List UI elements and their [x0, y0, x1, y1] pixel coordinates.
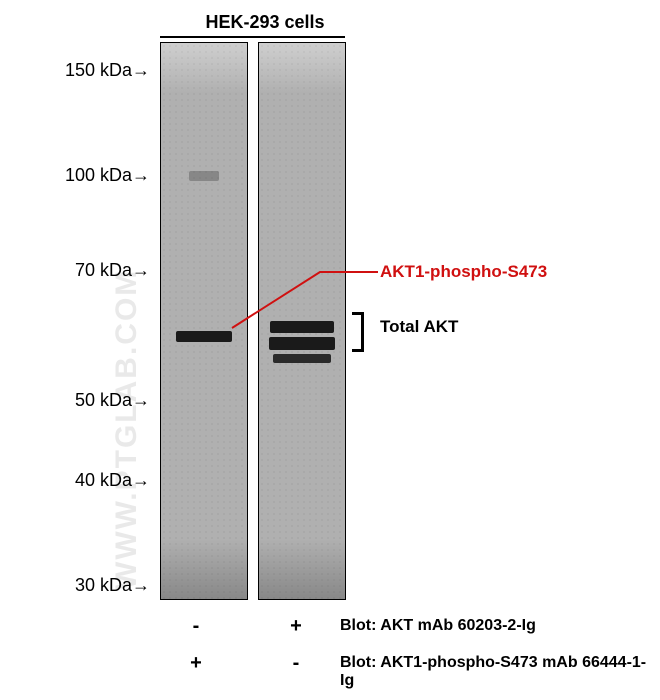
row1-sign-lane2: +: [286, 615, 306, 638]
marker-30: 30 kDa→: [40, 575, 150, 596]
lane2-band-3: [273, 354, 331, 363]
lane1-faint-band: [189, 171, 219, 181]
marker-50: 50 kDa→: [40, 390, 150, 411]
lane-2: [258, 42, 346, 600]
lane1-band-phospho: [176, 331, 232, 342]
watermark-text: WWW.PTGLAB.COM: [110, 70, 144, 590]
lane2-band-1: [270, 321, 334, 333]
row1-label: Blot: AKT mAb 60203-2-Ig: [340, 617, 536, 635]
row2-label: Blot: AKT1-phospho-S473 mAb 66444-1-Ig: [340, 654, 660, 690]
lane2-band-2: [269, 337, 335, 350]
header-underline: [160, 36, 345, 38]
row2-sign-lane1: +: [186, 652, 206, 675]
phospho-callout-label: AKT1-phospho-S473: [380, 262, 547, 282]
figure-container: HEK-293 cells WWW.PTGLAB.COM 150 kDa→ 10…: [0, 0, 660, 700]
row1-sign-lane1: -: [186, 615, 206, 638]
marker-150: 150 kDa→: [40, 60, 150, 81]
row2-sign-lane2: -: [286, 652, 306, 675]
marker-100: 100 kDa→: [40, 165, 150, 186]
total-akt-bracket: [352, 312, 364, 352]
marker-70: 70 kDa→: [40, 260, 150, 281]
marker-40: 40 kDa→: [40, 470, 150, 491]
lane-1: [160, 42, 248, 600]
header-title: HEK-293 cells: [190, 12, 340, 33]
total-akt-label: Total AKT: [380, 317, 458, 337]
